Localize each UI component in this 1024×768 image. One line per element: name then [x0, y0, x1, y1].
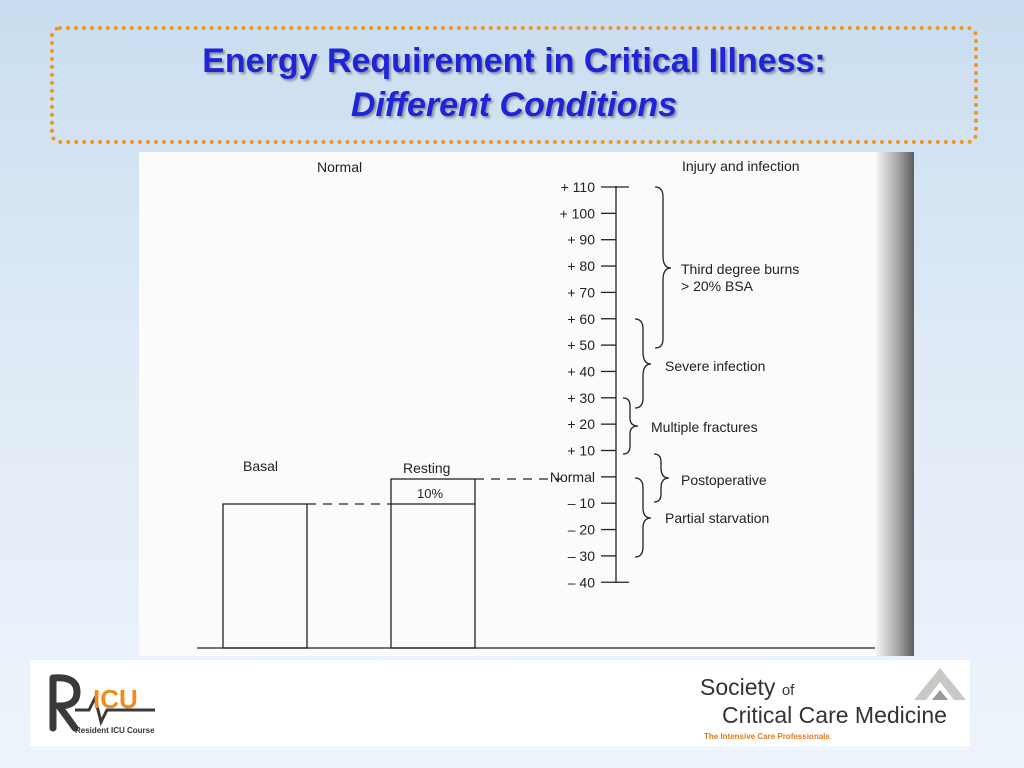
ricu-logo: ICU — [49, 674, 155, 732]
scale-tick-label: – 20 — [568, 522, 595, 538]
basal-bar — [222, 503, 308, 649]
page-subtitle: Different Conditions — [350, 86, 678, 124]
multiple-fractures-label: Multiple fractures — [651, 419, 758, 435]
burns-label: Third degree burns — [681, 261, 799, 277]
postoperative-label: Postoperative — [681, 472, 767, 488]
sccm-name: Critical Care Medicine — [722, 702, 947, 728]
left-header: Normal — [317, 159, 362, 175]
scale-tick-label: – 10 — [568, 495, 595, 511]
ricu-logo-text: ICU — [93, 684, 138, 714]
resting-inner-label: 10% — [417, 486, 443, 501]
severe-infection-label: Severe infection — [665, 358, 765, 374]
page-title: Energy Requirement in Critical Illness: — [202, 42, 826, 80]
burns-detail: > 20% BSA — [681, 278, 754, 294]
scale-tick-label: Normal — [550, 469, 595, 485]
heartbeat-icon — [75, 693, 155, 727]
scale-tick-label: + 60 — [567, 311, 595, 327]
sccm-society: Society of — [700, 674, 794, 701]
scale-tick-label: + 80 — [567, 258, 595, 274]
scale-tick-label: – 30 — [568, 548, 595, 564]
scale-tick-label: + 50 — [567, 337, 595, 353]
postoperative-bracket — [653, 453, 670, 503]
diagram-svg: Normal Injury and infection Basal Restin… — [197, 158, 875, 649]
multiple-fractures-bracket — [622, 397, 639, 455]
scale-tick-label: + 40 — [567, 363, 595, 379]
ricu-r-icon — [49, 674, 81, 732]
scale-tick-label: + 20 — [567, 416, 595, 432]
partial-starvation-bracket — [634, 477, 652, 558]
scale-tick-label: + 90 — [567, 232, 595, 248]
sccm-tagline: The Intensive Care Professionals — [704, 732, 830, 741]
title-box: Energy Requirement in Critical Illness: … — [50, 26, 978, 144]
partial-starvation-label: Partial starvation — [665, 510, 769, 526]
sccm-society-word: Society — [700, 674, 776, 700]
scale-tick-label: + 10 — [567, 443, 595, 459]
scale-tick-label: + 100 — [560, 205, 596, 221]
burns-bracket — [654, 186, 672, 349]
page-edge-shadow — [876, 152, 914, 656]
severe-infection-bracket — [634, 318, 652, 409]
footer-panel — [30, 660, 970, 746]
energy-diagram: Normal Injury and infection Basal Restin… — [139, 152, 914, 656]
footer: ICU Resident ICU Course Society of Criti… — [0, 660, 1024, 768]
basal-label: Basal — [243, 458, 278, 474]
resting-bar — [390, 478, 476, 649]
scale-tick-label: + 30 — [567, 390, 595, 406]
scale-tick-label: + 70 — [567, 284, 595, 300]
resting-label: Resting — [403, 460, 450, 476]
sccm-of: of — [781, 682, 795, 699]
right-header: Injury and infection — [682, 158, 800, 174]
ricu-subtitle: Resident ICU Course — [75, 726, 155, 735]
scale-ticks: + 110 + 100 + 90 + 80 + 70 + 60 + 50 + 40 + 30 + … — [550, 179, 629, 590]
sccm-triangle-icon — [914, 668, 966, 700]
scale-tick-label: + 110 — [561, 179, 596, 195]
scale-tick-label: – 40 — [568, 574, 595, 590]
